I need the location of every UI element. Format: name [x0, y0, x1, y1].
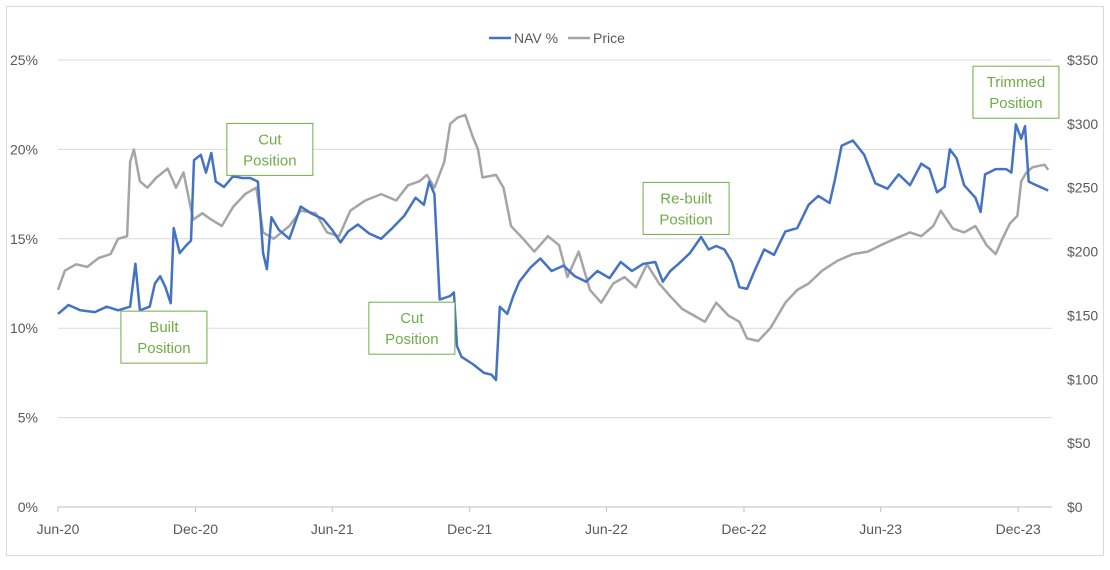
y-left-tick-label: 25% [10, 52, 38, 68]
y-left-tick-label: 20% [10, 141, 38, 157]
axes: 0% 5% 10% 15% 20% 25% $0 $50 $100 $150 $200 $250 $30… [10, 52, 1098, 537]
annotation-label: Cut [400, 310, 424, 327]
annotation: Trimmed Position [972, 65, 1060, 119]
y-left-tick-label: 0% [18, 499, 38, 515]
annotation: Re-built Position [642, 181, 730, 235]
y-left-tick-label: 5% [18, 410, 38, 426]
x-tick-label: Jun-23 [859, 521, 902, 537]
chart-frame [6, 6, 1104, 556]
annotation-box [972, 65, 1060, 119]
y-right-tick-label: $300 [1067, 116, 1098, 132]
y-left-tick-label: 10% [10, 320, 38, 336]
legend-label: Price [593, 30, 625, 46]
y-right-tick-label: $350 [1067, 52, 1098, 68]
x-tick-label: Dec-21 [447, 521, 492, 537]
annotation-box [368, 301, 456, 355]
y-right-tick-label: $200 [1067, 244, 1098, 260]
annotation-label: Position [137, 340, 190, 357]
series-layer [56, 113, 1050, 382]
x-tick-label: Dec-22 [721, 521, 766, 537]
legend: NAV % Price [489, 30, 625, 46]
annotation: Built Position [120, 310, 208, 364]
annotation: Cut Position [368, 301, 456, 355]
annotation-label: Cut [258, 131, 282, 148]
annotation-label: Built [149, 319, 179, 336]
series-line-nav [57, 123, 1049, 382]
legend-label: NAV % [514, 30, 558, 46]
annotation-box [120, 310, 208, 364]
annotation: Cut Position [226, 122, 314, 176]
annotation-label: Position [989, 95, 1042, 112]
y-right-tick-label: $50 [1067, 435, 1091, 451]
x-tick-label: Jun-21 [311, 521, 354, 537]
x-tick-label: Dec-23 [996, 521, 1041, 537]
y-left-tick-label: 15% [10, 231, 38, 247]
annotation-box [642, 181, 730, 235]
x-tick-label: Jun-20 [37, 521, 80, 537]
y-right-tick-label: $150 [1067, 307, 1098, 323]
y-right-tick-label: $100 [1067, 371, 1098, 387]
annotation-label: Position [243, 152, 296, 169]
annotation-label: Trimmed [987, 74, 1046, 91]
annotation-box [226, 122, 314, 176]
y-right-tick-label: $0 [1067, 499, 1083, 515]
grid [58, 59, 1052, 419]
x-tick-label: Jun-22 [585, 521, 628, 537]
x-tick-label: Dec-20 [173, 521, 218, 537]
series-line-price [56, 113, 1050, 343]
annotation-label: Position [385, 331, 438, 348]
y-right-tick-label: $250 [1067, 180, 1098, 196]
annotation-label: Re-built [660, 190, 713, 207]
annotation-label: Position [659, 211, 712, 228]
annotations-layer: BuiltPositionCutPositionCutPositionRe-bu… [120, 65, 1060, 364]
